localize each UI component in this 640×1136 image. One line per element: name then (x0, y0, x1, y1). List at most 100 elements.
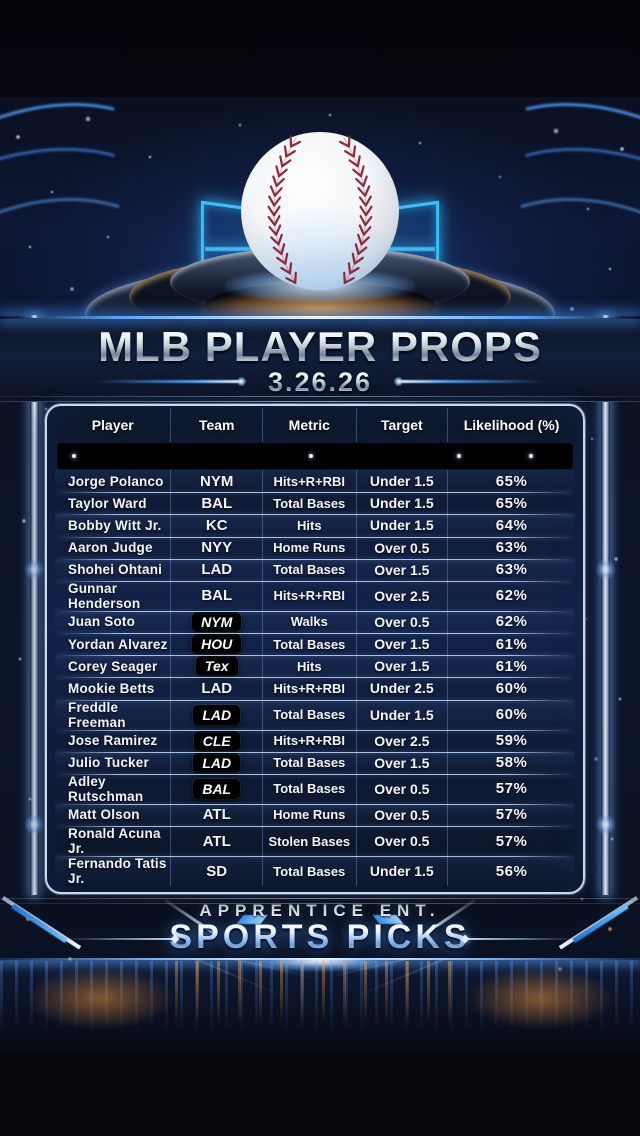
table-row: Corey Seager Tex Hits Over 1.5 61% (55, 655, 575, 679)
date-flare-left (94, 377, 246, 386)
team-abbr: NYY (201, 539, 233, 557)
separator-dot (308, 454, 313, 458)
likelihood-value: 56% (495, 862, 528, 880)
team-abbr: HOU (192, 634, 242, 655)
orange-reflections (175, 961, 465, 1031)
left-light-pillar (24, 315, 45, 895)
table-row: Gunnar Henderson BAL Hits+R+RBI Over 2.5… (55, 580, 575, 612)
table-row: Freddle Freeman LAD Total Bases Under 1.… (55, 699, 575, 731)
table-row: Juan Soto NYM Walks Over 0.5 62% (55, 610, 575, 635)
team-abbr: NYM (192, 611, 242, 632)
likelihood-value: 57% (495, 806, 528, 824)
column-header-player: Player (55, 408, 172, 442)
team-cell: NYM (171, 470, 263, 493)
player-name: Mookie Betts (55, 677, 172, 700)
table-row: Adley Rutschman BAL Total Bases Over 0.5… (55, 773, 575, 805)
metric-value: Home Runs (263, 536, 357, 559)
separator-dot (72, 454, 77, 458)
footer-brand: APPRENTICE ENT. SPORTS PICKS (0, 896, 640, 958)
footer-edge-line (0, 898, 640, 899)
target-value: Over 0.5 (357, 826, 449, 857)
column-header-likelihood: Likelihood (%) (463, 417, 560, 433)
team-cell: Tex (171, 655, 263, 678)
metric-value: Total Bases (263, 558, 357, 581)
likelihood-value: 58% (495, 754, 528, 772)
team-cell: LAD (171, 677, 263, 700)
likelihood-value: 57% (495, 832, 528, 850)
table-row: Aaron Judge NYY Home Runs Over 0.5 63% (55, 536, 575, 560)
team-cell: CLE (171, 729, 263, 752)
likelihood-value: 62% (495, 587, 528, 605)
target-value: Under 1.5 (357, 856, 449, 887)
likelihood-value: 63% (495, 561, 528, 579)
player-name: Freddle Freeman (55, 699, 172, 730)
title-banner: MLB PLAYER PROPS 3.26.26 (0, 316, 640, 402)
likelihood-value: 61% (495, 657, 528, 675)
target-value: Under 1.5 (357, 699, 449, 730)
metric-value: Walks (263, 610, 357, 634)
likelihood-value: 61% (495, 635, 528, 653)
metric-value: Total Bases (263, 773, 357, 804)
team-abbr: LAD (193, 752, 241, 773)
table-row: Shohei Ohtani LAD Total Bases Over 1.5 6… (55, 558, 575, 583)
team-cell: LAD (171, 699, 263, 730)
player-name: Juan Soto (55, 610, 172, 634)
team-abbr: Tex (195, 656, 238, 677)
player-name: Jorge Polanco (55, 470, 172, 493)
column-header-target: Target (357, 408, 449, 442)
table-row: Fernando Tatis Jr. SD Total Bases Under … (55, 856, 575, 887)
table-row: Yordan Alvarez HOU Total Bases Over 1.5 … (55, 633, 575, 657)
likelihood-value: 62% (495, 613, 528, 631)
metric-value: Hits (263, 655, 357, 678)
likelihood-value: 63% (495, 539, 528, 557)
column-header-team: Team (171, 408, 263, 442)
metric-value: Hits+R+RBI (263, 470, 357, 493)
likelihood-value: 65% (495, 494, 528, 512)
team-abbr: SD (206, 862, 228, 880)
table-row: Mookie Betts LAD Hits+R+RBI Under 2.5 60… (55, 677, 575, 701)
separator-dot (456, 454, 461, 458)
metric-value: Total Bases (263, 856, 357, 887)
player-name: Aaron Judge (55, 536, 172, 559)
bottom-black-band (0, 1052, 640, 1136)
team-cell: NYM (171, 610, 263, 634)
team-abbr: LAD (201, 561, 233, 579)
team-abbr: ATL (202, 806, 231, 824)
target-value: Over 2.5 (357, 580, 449, 611)
player-name: Fernando Tatis Jr. (55, 856, 172, 887)
team-cell: SD (171, 856, 263, 887)
metric-value: Hits+R+RBI (263, 729, 357, 752)
player-name: Taylor Ward (55, 492, 172, 515)
target-value: Over 2.5 (357, 729, 449, 752)
team-abbr: NYM (200, 472, 234, 490)
likelihood-value: 64% (495, 516, 528, 534)
target-value: Over 1.5 (357, 558, 449, 581)
baseball-icon (241, 132, 399, 290)
player-name: Adley Rutschman (55, 773, 172, 804)
likelihood-value: 65% (495, 472, 528, 490)
target-value: Over 0.5 (357, 536, 449, 559)
likelihood-value: 60% (495, 706, 528, 724)
team-cell: LAD (171, 558, 263, 581)
metric-value: Total Bases (263, 633, 357, 656)
player-name: Jose Ramirez (55, 729, 172, 752)
stage-floor (0, 958, 640, 1052)
orange-glow-right (465, 966, 615, 1030)
team-cell: BAL (171, 492, 263, 515)
player-name: Matt Olson (55, 803, 172, 827)
metric-value: Total Bases (263, 492, 357, 515)
player-name: Bobby Witt Jr. (55, 514, 172, 537)
banner-edge-line (0, 396, 640, 397)
team-abbr: BAL (193, 778, 241, 799)
metric-value: Total Bases (263, 751, 357, 774)
table-body: Jorge Polanco NYM Hits+R+RBI Under 1.5 6… (55, 470, 575, 887)
metric-value: Home Runs (263, 803, 357, 827)
metric-value: Hits+R+RBI (263, 580, 357, 611)
tagline-rule-right (464, 938, 576, 940)
team-cell: KC (171, 514, 263, 537)
banner-edge-line (0, 401, 640, 402)
team-cell: BAL (171, 773, 263, 804)
table-row: Bobby Witt Jr. KC Hits Under 1.5 64% (55, 514, 575, 538)
likelihood-value: 60% (495, 679, 528, 697)
